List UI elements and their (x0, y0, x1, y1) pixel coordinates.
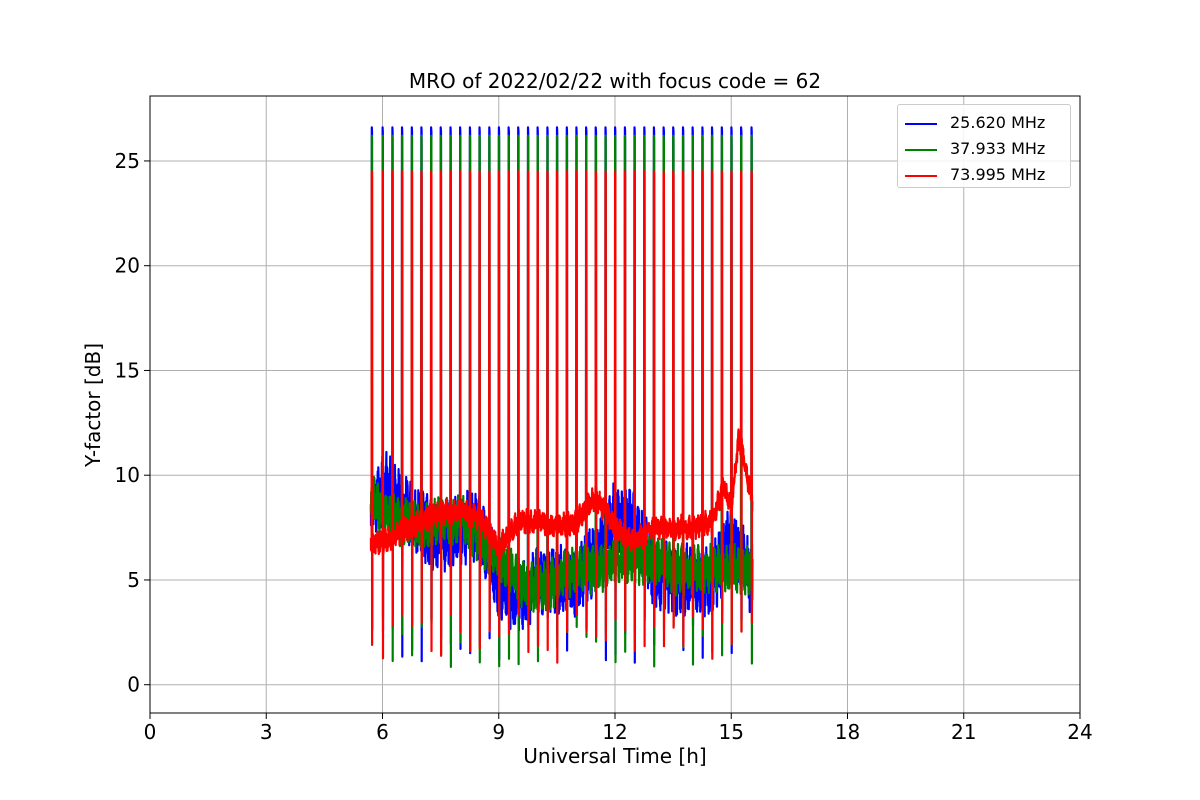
chart-title: MRO of 2022/02/22 with focus code = 62 (409, 69, 821, 93)
y-tick-label: 10 (115, 463, 140, 487)
x-tick-label: 0 (144, 720, 157, 744)
legend-entry-73-995: 73.995 MHz (898, 163, 1070, 187)
x-tick-label: 3 (260, 720, 273, 744)
x-tick-label: 9 (492, 720, 505, 744)
legend: 25.620 MHz 37.933 MHz 73.995 MHz (897, 104, 1071, 188)
series-line-73995 (369, 170, 754, 664)
y-axis-label: Y-factor [dB] (81, 343, 105, 468)
series-layer (369, 126, 754, 668)
legend-entry-25-620: 25.620 MHz (898, 111, 1070, 135)
legend-swatch (905, 149, 937, 151)
y-tick-label: 5 (127, 568, 140, 592)
y-tick-label: 15 (115, 358, 140, 382)
x-tick-label: 21 (951, 720, 976, 744)
y-tick-label: 20 (115, 254, 140, 278)
legend-swatch (905, 123, 937, 125)
x-axis-label: Universal Time [h] (523, 744, 706, 768)
x-tick-label: 12 (602, 720, 627, 744)
x-axis: 0 3 6 9 12 15 18 21 24 (144, 713, 1093, 744)
x-tick-label: 6 (376, 720, 389, 744)
legend-label: 37.933 MHz (950, 139, 1046, 158)
x-tick-label: 15 (719, 720, 744, 744)
series-line-37933 (369, 134, 754, 668)
legend-entry-37-933: 37.933 MHz (898, 137, 1070, 161)
legend-label: 25.620 MHz (950, 113, 1046, 132)
y-tick-label: 0 (127, 673, 140, 697)
x-tick-label: 24 (1067, 720, 1092, 744)
y-axis: 0 5 10 15 20 25 (115, 149, 150, 697)
series-line-25620 (369, 126, 754, 664)
x-tick-label: 18 (835, 720, 860, 744)
legend-label: 73.995 MHz (950, 165, 1046, 184)
y-tick-label: 25 (115, 149, 140, 173)
legend-swatch (905, 175, 937, 177)
